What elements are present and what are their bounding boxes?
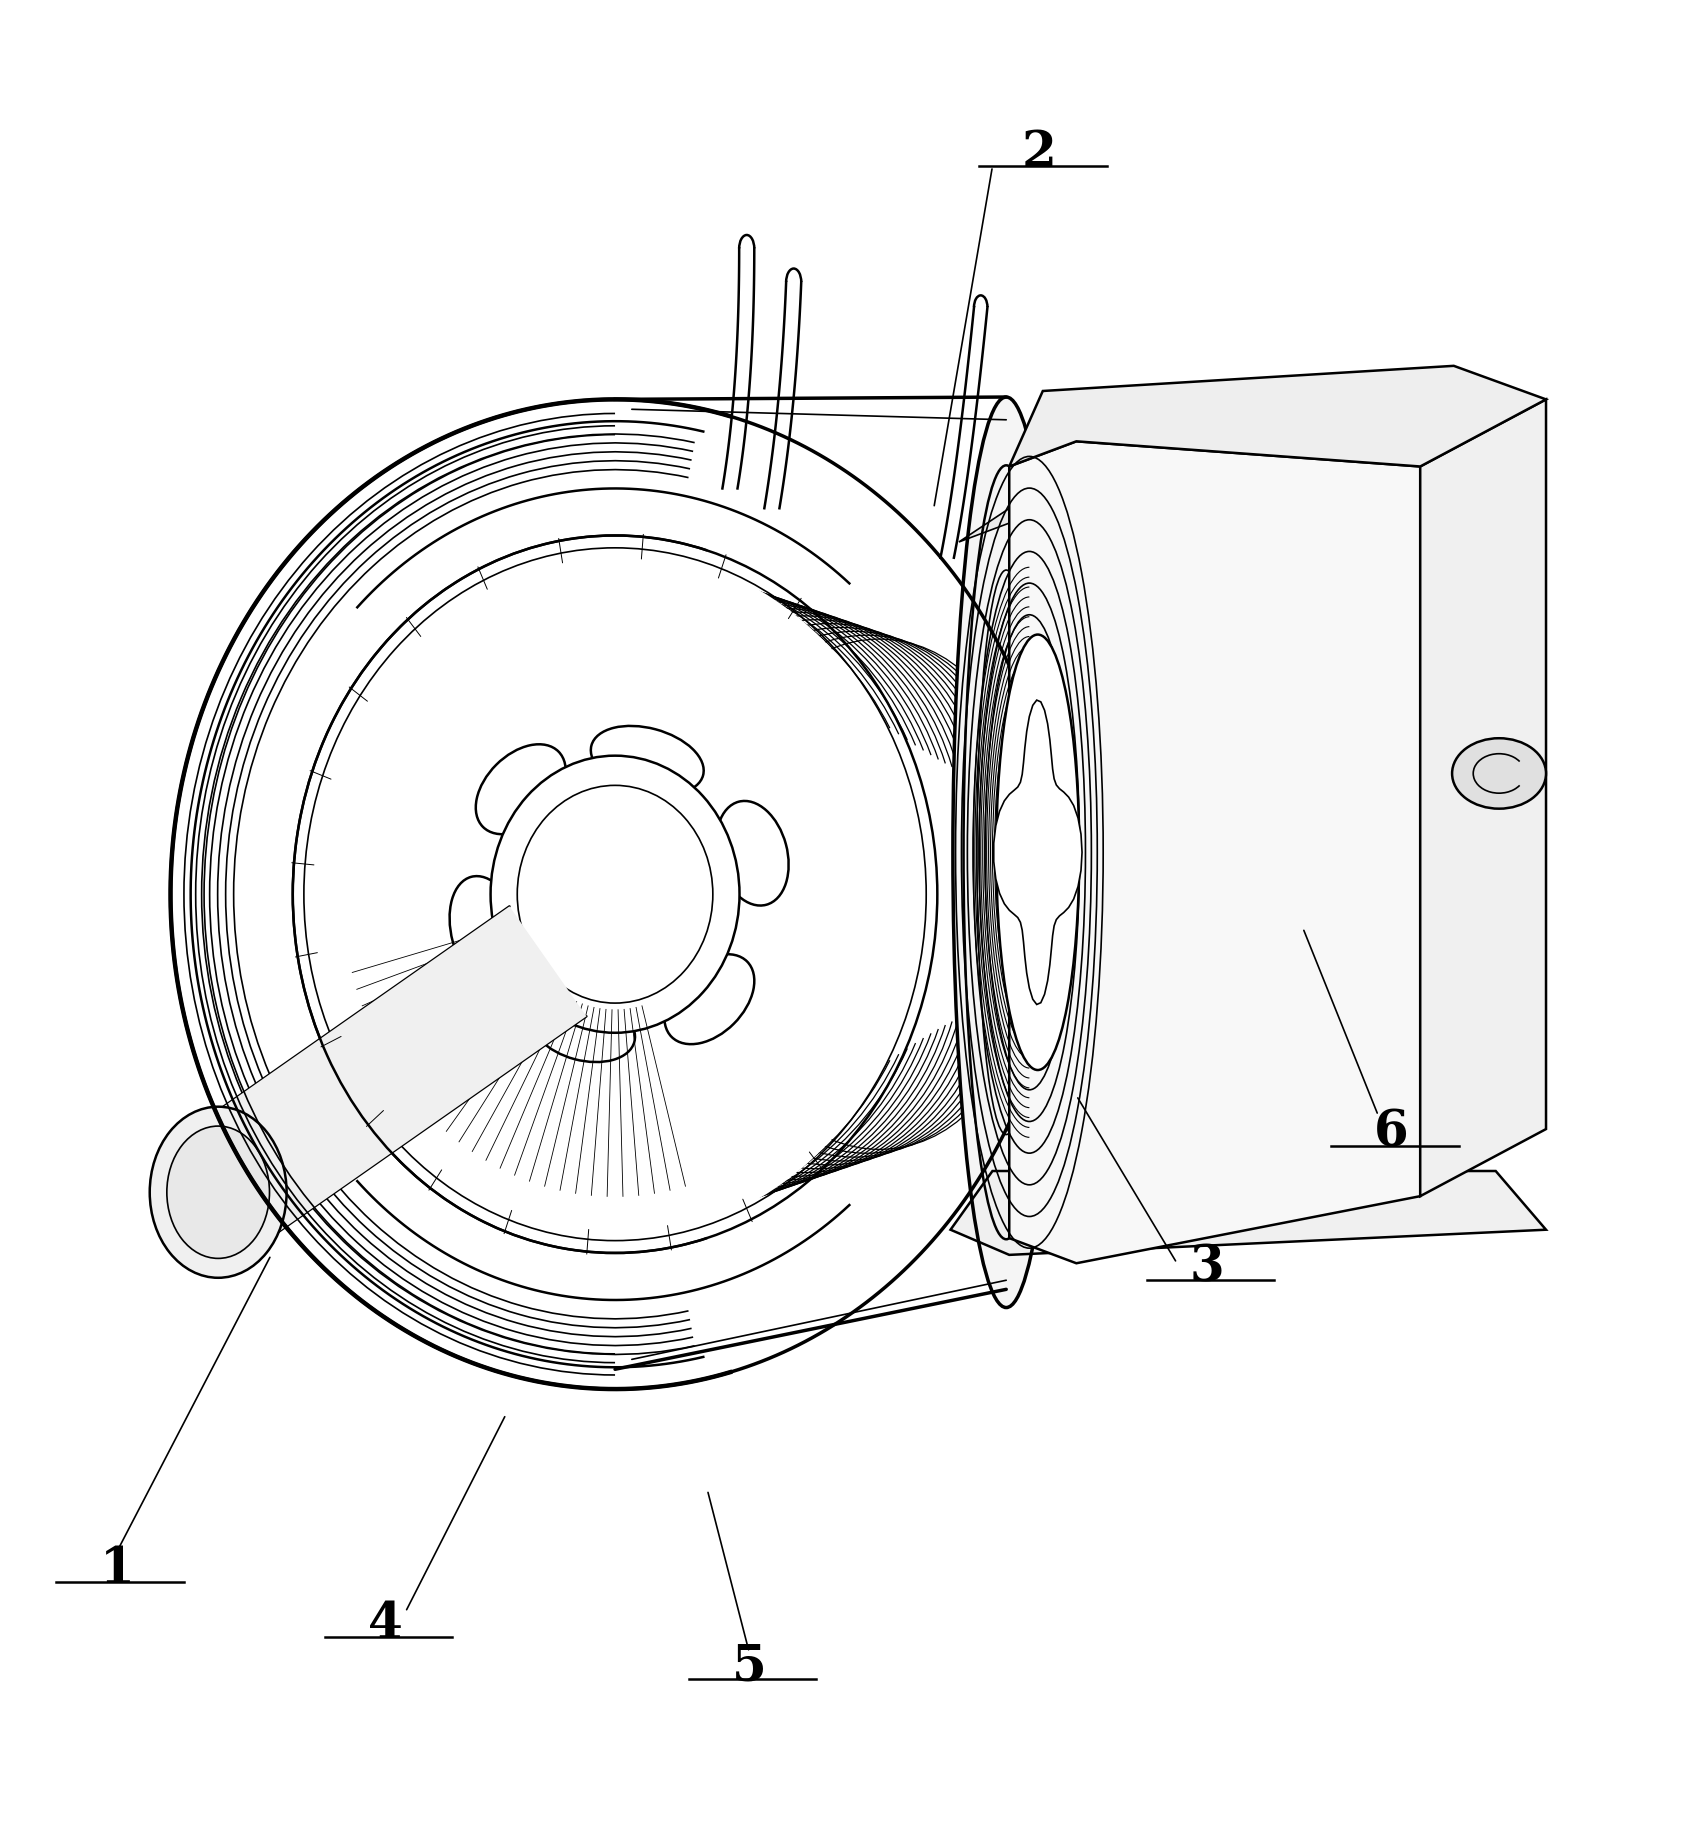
Ellipse shape <box>952 397 1060 1307</box>
Ellipse shape <box>161 390 1068 1400</box>
Ellipse shape <box>590 727 703 795</box>
Polygon shape <box>959 483 1076 543</box>
Ellipse shape <box>996 634 1078 1070</box>
Ellipse shape <box>449 877 523 990</box>
Text: 4: 4 <box>368 1599 402 1648</box>
Text: 6: 6 <box>1374 1108 1408 1158</box>
Polygon shape <box>1009 512 1063 565</box>
Text: 2: 2 <box>1021 129 1056 179</box>
Ellipse shape <box>516 786 713 1003</box>
Polygon shape <box>1009 441 1420 1263</box>
Polygon shape <box>1009 1141 1063 1194</box>
Ellipse shape <box>1452 738 1546 809</box>
Text: 5: 5 <box>732 1641 767 1690</box>
Ellipse shape <box>150 1107 286 1278</box>
Polygon shape <box>950 1172 1546 1256</box>
Text: 1: 1 <box>99 1544 135 1593</box>
Polygon shape <box>180 906 585 1247</box>
Polygon shape <box>992 700 1082 1004</box>
Polygon shape <box>1420 401 1546 1196</box>
Ellipse shape <box>167 1127 269 1258</box>
Ellipse shape <box>489 757 738 1034</box>
Text: 3: 3 <box>1189 1243 1224 1291</box>
Ellipse shape <box>717 802 789 906</box>
Ellipse shape <box>530 995 634 1063</box>
Ellipse shape <box>476 746 565 835</box>
Ellipse shape <box>664 955 754 1045</box>
Ellipse shape <box>306 551 923 1238</box>
Polygon shape <box>1009 366 1546 467</box>
